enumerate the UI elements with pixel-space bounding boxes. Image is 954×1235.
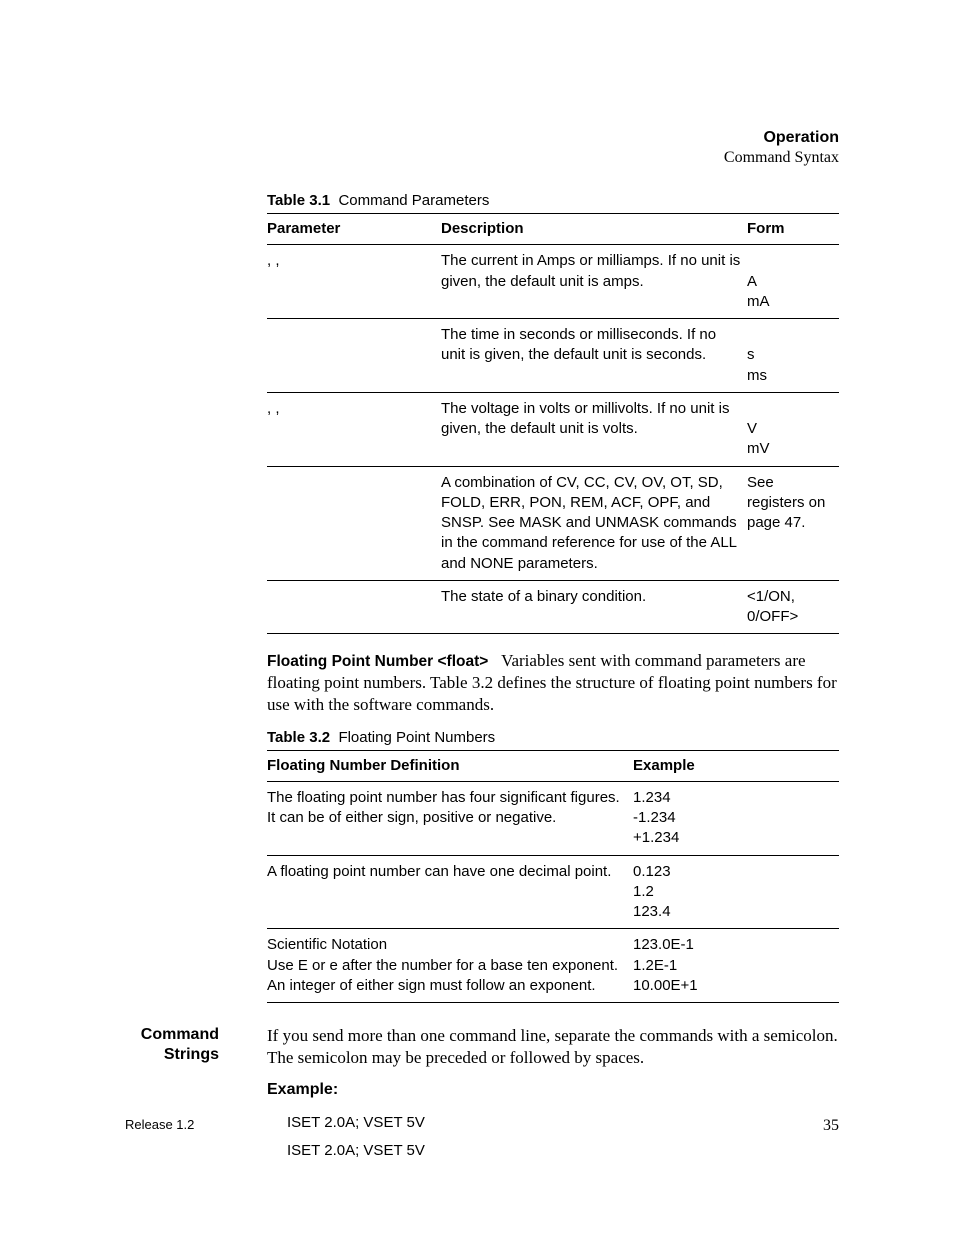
content-area: Table 3.1 Command Parameters Parameter D…: [267, 130, 839, 1163]
table2-caption: Table 3.2 Floating Point Numbers: [267, 729, 839, 746]
float-lead: Floating Point Number <float>: [267, 653, 488, 670]
table1-cell-form: AmA: [747, 245, 839, 319]
table2-header-row: Floating Number Definition Example: [267, 750, 839, 781]
table-row: Scientific NotationUse E or e after the …: [267, 929, 839, 1003]
table1-cell-form: <1/ON,0/OFF>: [747, 580, 839, 634]
table2-cell-def: The floating point number has four signi…: [267, 781, 633, 855]
page: Operation Command Syntax Table 3.1 Comma…: [0, 0, 954, 1235]
page-footer: Release 1.2 35: [125, 1117, 839, 1135]
header-subsection: Command Syntax: [724, 148, 839, 168]
table1-cell-desc: The state of a binary condition.: [441, 580, 747, 634]
table2-header-example: Example: [633, 750, 839, 781]
table1-header-row: Parameter Description Form: [267, 214, 839, 245]
table1-cell-form: VmV: [747, 392, 839, 466]
table1-header-description: Description: [441, 214, 747, 245]
table2-cell-ex: 0.1231.2123.4: [633, 855, 839, 929]
table-row: The time in seconds or milliseconds. If …: [267, 319, 839, 393]
command-strings-side-label: Command Strings: [109, 1025, 219, 1065]
table-row: A combination of CV, CC, CV, OV, OT, SD,…: [267, 466, 839, 580]
table1-cell-param: , ,: [267, 245, 441, 319]
table1-cell-param: [267, 580, 441, 634]
table1-cell-form: See registers on page 47.: [747, 466, 839, 580]
header-section: Operation: [724, 128, 839, 148]
table1-cell-form: sms: [747, 319, 839, 393]
table1: Parameter Description Form , , The curre…: [267, 213, 839, 634]
example-line-2: ISET 2.0A; VSET 5V: [287, 1139, 839, 1163]
table2-cell-ex: 1.234-1.234+1.234: [633, 781, 839, 855]
table2: Floating Number Definition Example The f…: [267, 750, 839, 1004]
table1-cell-desc: The voltage in volts or millivolts. If n…: [441, 392, 747, 466]
table1-cell-desc: A combination of CV, CC, CV, OV, OT, SD,…: [441, 466, 747, 580]
example-heading: Example:: [267, 1081, 839, 1099]
table1-header-form: Form: [747, 214, 839, 245]
table-row: , , The voltage in volts or millivolts. …: [267, 392, 839, 466]
table1-cell-desc: The current in Amps or milliamps. If no …: [441, 245, 747, 319]
running-header: Operation Command Syntax: [724, 128, 839, 168]
table2-cell-def: A floating point number can have one dec…: [267, 855, 633, 929]
table1-caption: Table 3.1 Command Parameters: [267, 192, 839, 209]
table2-cell-ex: 123.0E-11.2E-110.00E+1: [633, 929, 839, 1003]
table-row: The floating point number has four signi…: [267, 781, 839, 855]
footer-release: Release 1.2: [125, 1117, 194, 1132]
table2-caption-text: Floating Point Numbers: [338, 729, 495, 746]
table1-cell-param: , ,: [267, 392, 441, 466]
command-strings-body: If you send more than one command line, …: [267, 1025, 839, 1069]
table1-header-parameter: Parameter: [267, 214, 441, 245]
table2-caption-num: Table 3.2: [267, 729, 330, 746]
table2-cell-def: Scientific NotationUse E or e after the …: [267, 929, 633, 1003]
float-paragraph: Floating Point Number <float> Variables …: [267, 650, 839, 716]
table-row: The state of a binary condition.<1/ON,0/…: [267, 580, 839, 634]
table1-cell-param: [267, 466, 441, 580]
table1-cell-param: [267, 319, 441, 393]
table-row: A floating point number can have one dec…: [267, 855, 839, 929]
table1-cell-desc: The time in seconds or milliseconds. If …: [441, 319, 747, 393]
table1-caption-text: Command Parameters: [338, 192, 489, 209]
table1-caption-num: Table 3.1: [267, 192, 330, 209]
table-row: , , The current in Amps or milliamps. If…: [267, 245, 839, 319]
footer-page-number: 35: [823, 1117, 839, 1135]
table2-header-definition: Floating Number Definition: [267, 750, 633, 781]
